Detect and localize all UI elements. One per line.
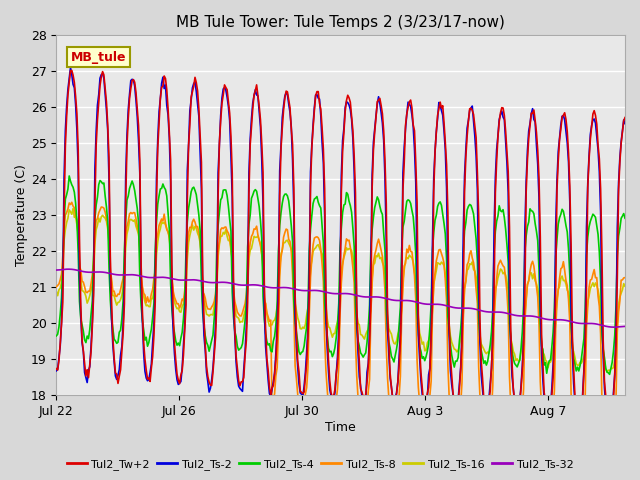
Y-axis label: Temperature (C): Temperature (C)	[15, 164, 28, 266]
Title: MB Tule Tower: Tule Temps 2 (3/23/17-now): MB Tule Tower: Tule Temps 2 (3/23/17-now…	[176, 15, 505, 30]
Legend: Tul2_Tw+2, Tul2_Ts-2, Tul2_Ts-4, Tul2_Ts-8, Tul2_Ts-16, Tul2_Ts-32: Tul2_Tw+2, Tul2_Ts-2, Tul2_Ts-4, Tul2_Ts…	[62, 455, 578, 474]
Text: MB_tule: MB_tule	[70, 50, 126, 63]
X-axis label: Time: Time	[325, 421, 356, 434]
